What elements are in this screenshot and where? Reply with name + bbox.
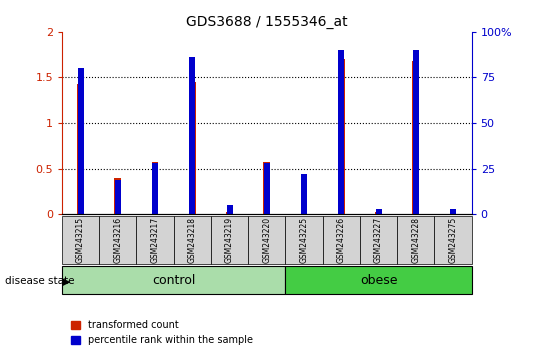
FancyBboxPatch shape bbox=[397, 216, 434, 264]
FancyBboxPatch shape bbox=[323, 216, 360, 264]
Title: GDS3688 / 1555346_at: GDS3688 / 1555346_at bbox=[186, 16, 348, 29]
Text: disease state: disease state bbox=[5, 276, 75, 286]
FancyBboxPatch shape bbox=[99, 216, 136, 264]
Text: GSM243216: GSM243216 bbox=[113, 217, 122, 263]
Text: GSM243218: GSM243218 bbox=[188, 217, 197, 263]
FancyBboxPatch shape bbox=[434, 216, 472, 264]
Bar bbox=[189, 82, 196, 214]
Bar bbox=[264, 163, 270, 214]
Text: obese: obese bbox=[360, 274, 397, 286]
Text: GSM243215: GSM243215 bbox=[76, 217, 85, 263]
Bar bbox=[375, 212, 382, 214]
FancyBboxPatch shape bbox=[62, 216, 99, 264]
Bar bbox=[338, 59, 344, 214]
FancyBboxPatch shape bbox=[286, 266, 472, 294]
Bar bbox=[413, 50, 419, 214]
Bar bbox=[412, 61, 419, 214]
Bar bbox=[264, 162, 270, 214]
Bar bbox=[152, 162, 158, 214]
Text: GSM243217: GSM243217 bbox=[150, 217, 160, 263]
Bar bbox=[226, 205, 233, 214]
Bar bbox=[152, 163, 158, 214]
Text: GSM243275: GSM243275 bbox=[448, 217, 458, 263]
Text: GSM243219: GSM243219 bbox=[225, 217, 234, 263]
FancyBboxPatch shape bbox=[174, 216, 211, 264]
Legend: transformed count, percentile rank within the sample: transformed count, percentile rank withi… bbox=[67, 316, 257, 349]
Bar bbox=[78, 68, 84, 214]
Bar bbox=[338, 50, 344, 214]
FancyBboxPatch shape bbox=[62, 266, 286, 294]
Text: control: control bbox=[152, 274, 196, 286]
Bar bbox=[450, 212, 457, 214]
Bar bbox=[189, 57, 195, 214]
FancyBboxPatch shape bbox=[360, 216, 397, 264]
Text: GSM243228: GSM243228 bbox=[411, 217, 420, 263]
Bar bbox=[77, 84, 84, 214]
Bar bbox=[114, 178, 121, 214]
Bar bbox=[115, 179, 121, 214]
FancyBboxPatch shape bbox=[136, 216, 174, 264]
Text: GSM243220: GSM243220 bbox=[262, 217, 271, 263]
Bar bbox=[301, 178, 307, 214]
Bar bbox=[301, 174, 307, 214]
FancyBboxPatch shape bbox=[248, 216, 286, 264]
Bar bbox=[376, 209, 382, 214]
Bar bbox=[226, 212, 233, 214]
Text: GSM243226: GSM243226 bbox=[337, 217, 346, 263]
Text: ▶: ▶ bbox=[62, 276, 71, 286]
Text: GSM243227: GSM243227 bbox=[374, 217, 383, 263]
Text: GSM243225: GSM243225 bbox=[300, 217, 308, 263]
FancyBboxPatch shape bbox=[286, 216, 323, 264]
FancyBboxPatch shape bbox=[211, 216, 248, 264]
Bar bbox=[450, 209, 456, 214]
